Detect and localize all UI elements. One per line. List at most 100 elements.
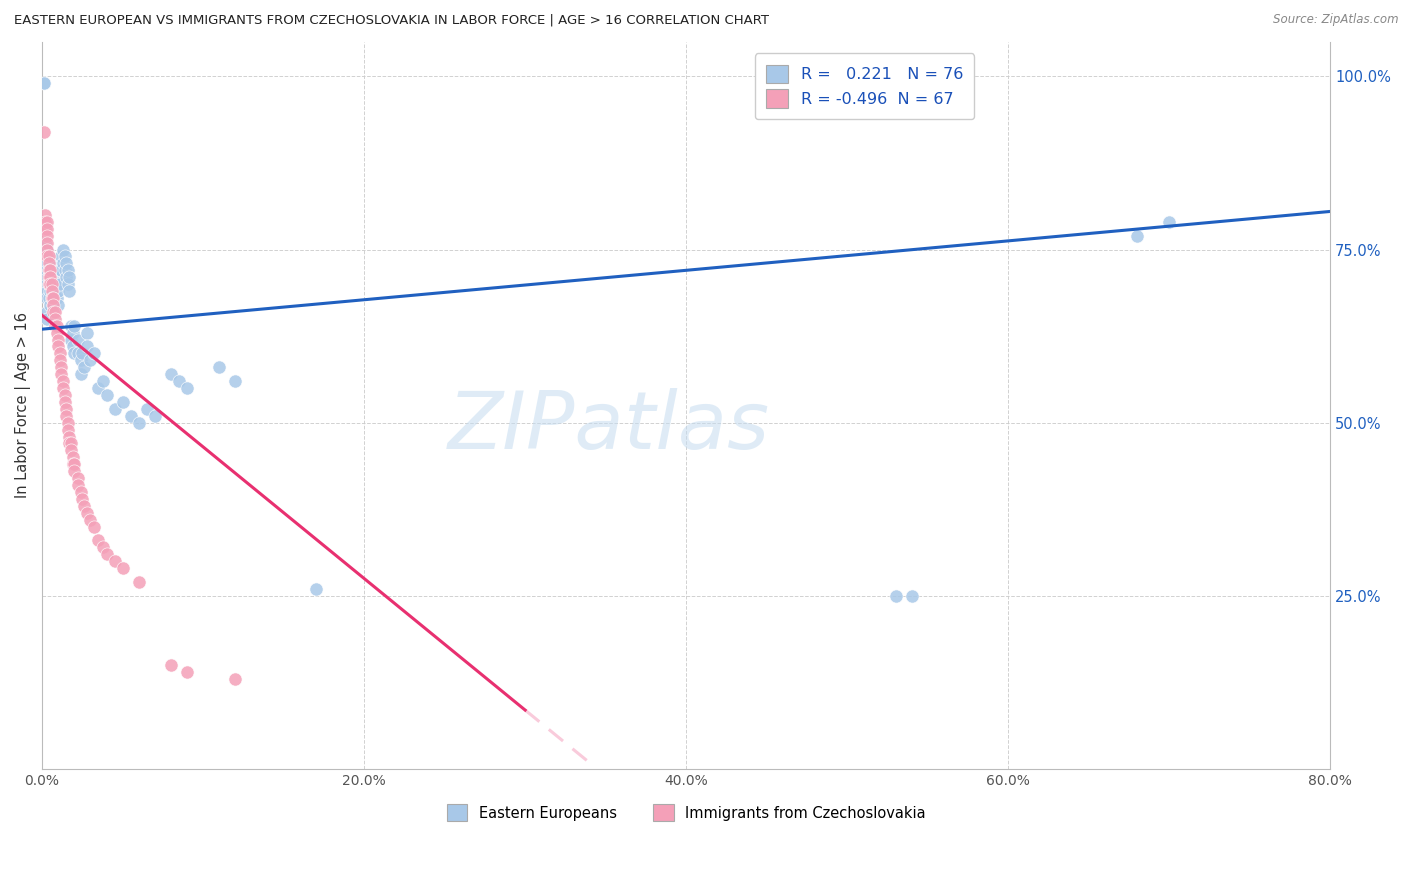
Point bbox=[35, 311, 58, 326]
Y-axis label: In Labor Force | Age > 16: In Labor Force | Age > 16 bbox=[15, 312, 31, 499]
Point bbox=[66, 471, 89, 485]
Point bbox=[49, 353, 72, 368]
Point bbox=[63, 346, 86, 360]
Point bbox=[53, 388, 76, 402]
Point bbox=[46, 298, 69, 312]
Point bbox=[41, 277, 63, 292]
Point bbox=[39, 284, 62, 298]
Point bbox=[103, 401, 125, 416]
Point bbox=[55, 256, 77, 270]
Point bbox=[96, 388, 118, 402]
Point bbox=[38, 270, 60, 285]
Point bbox=[52, 256, 75, 270]
Point bbox=[42, 298, 65, 312]
Point bbox=[38, 277, 60, 292]
Point bbox=[79, 353, 101, 368]
Point bbox=[45, 326, 67, 340]
Point bbox=[1159, 215, 1181, 229]
Point bbox=[34, 270, 56, 285]
Point bbox=[51, 250, 73, 264]
Point bbox=[79, 513, 101, 527]
Text: EASTERN EUROPEAN VS IMMIGRANTS FROM CZECHOSLOVAKIA IN LABOR FORCE | AGE > 16 COR: EASTERN EUROPEAN VS IMMIGRANTS FROM CZEC… bbox=[14, 13, 769, 27]
Point bbox=[35, 263, 58, 277]
Point bbox=[224, 374, 246, 388]
Point bbox=[51, 360, 73, 375]
Point bbox=[38, 263, 60, 277]
Point bbox=[60, 333, 83, 347]
Point bbox=[42, 298, 65, 312]
Point bbox=[62, 450, 84, 465]
Point bbox=[66, 346, 89, 360]
Point bbox=[38, 250, 60, 264]
Point bbox=[91, 374, 114, 388]
Point bbox=[53, 395, 76, 409]
Point bbox=[41, 291, 63, 305]
Point bbox=[38, 277, 60, 292]
Text: ZIPatlas: ZIPatlas bbox=[449, 388, 770, 467]
Point bbox=[41, 291, 63, 305]
Point bbox=[32, 76, 55, 90]
Point bbox=[52, 381, 75, 395]
Point bbox=[111, 395, 134, 409]
Point bbox=[34, 256, 56, 270]
Point bbox=[35, 243, 58, 257]
Point bbox=[34, 221, 56, 235]
Point bbox=[45, 277, 67, 292]
Point bbox=[66, 333, 89, 347]
Point bbox=[135, 401, 157, 416]
Point bbox=[884, 589, 907, 603]
Point bbox=[128, 416, 150, 430]
Point bbox=[58, 270, 80, 285]
Point bbox=[39, 298, 62, 312]
Point bbox=[35, 228, 58, 243]
Point bbox=[103, 554, 125, 568]
Point bbox=[41, 263, 63, 277]
Point bbox=[87, 381, 110, 395]
Point bbox=[39, 270, 62, 285]
Point bbox=[52, 374, 75, 388]
Point bbox=[73, 360, 96, 375]
Point bbox=[66, 478, 89, 492]
Point bbox=[41, 277, 63, 292]
Point bbox=[62, 326, 84, 340]
Point bbox=[32, 76, 55, 90]
Point bbox=[51, 367, 73, 381]
Point bbox=[224, 672, 246, 686]
Point bbox=[56, 416, 79, 430]
Point bbox=[96, 547, 118, 561]
Point bbox=[45, 318, 67, 333]
Point bbox=[49, 263, 72, 277]
Point bbox=[35, 284, 58, 298]
Point bbox=[34, 208, 56, 222]
Point bbox=[44, 318, 66, 333]
Point bbox=[128, 574, 150, 589]
Point bbox=[60, 436, 83, 450]
Point bbox=[167, 374, 190, 388]
Point bbox=[38, 250, 60, 264]
Point bbox=[143, 409, 166, 423]
Point bbox=[76, 326, 98, 340]
Point bbox=[51, 263, 73, 277]
Point bbox=[69, 353, 91, 368]
Point bbox=[56, 277, 79, 292]
Point bbox=[39, 277, 62, 292]
Point bbox=[35, 243, 58, 257]
Point bbox=[63, 457, 86, 471]
Point bbox=[55, 409, 77, 423]
Point bbox=[52, 243, 75, 257]
Point bbox=[39, 270, 62, 285]
Point bbox=[208, 360, 231, 375]
Point bbox=[42, 284, 65, 298]
Point bbox=[38, 256, 60, 270]
Point bbox=[42, 291, 65, 305]
Point bbox=[91, 541, 114, 555]
Point bbox=[39, 263, 62, 277]
Point bbox=[53, 250, 76, 264]
Point bbox=[44, 305, 66, 319]
Point bbox=[46, 333, 69, 347]
Point bbox=[160, 367, 183, 381]
Point bbox=[45, 291, 67, 305]
Point bbox=[46, 339, 69, 353]
Point bbox=[120, 409, 142, 423]
Point bbox=[42, 270, 65, 285]
